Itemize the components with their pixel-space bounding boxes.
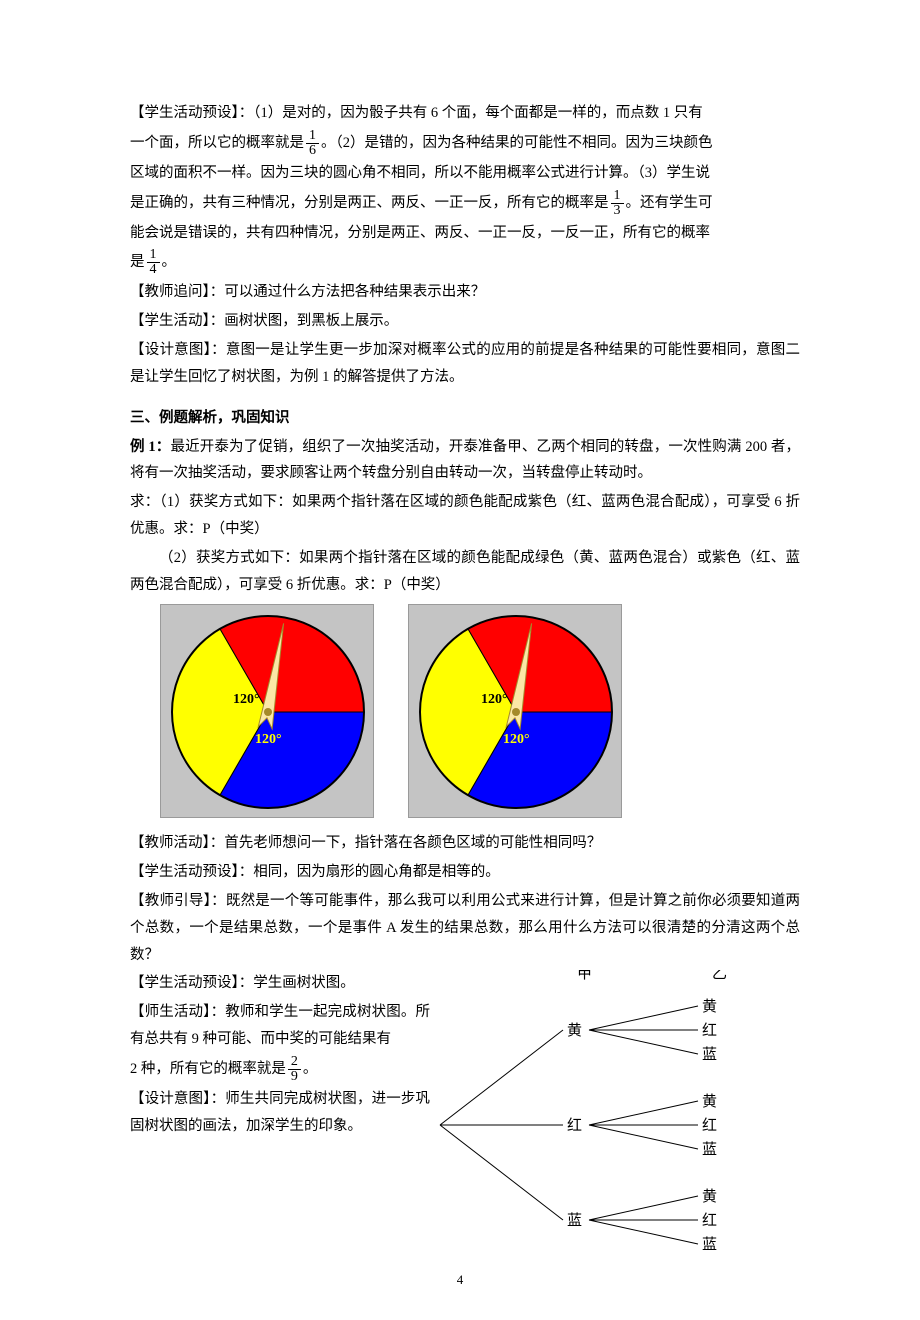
frac-2-9: 29: [288, 1055, 301, 1084]
para-design-intent-2: 【设计意图】：师生共同完成树状图，进一步巩固树状图的画法，加深学生的印象。: [130, 1086, 430, 1140]
para-teacher-activity: 【教师活动】：首先老师想问一下，指针落在各颜色区域的可能性相同吗？: [130, 830, 800, 857]
frac-1-6: 16: [306, 129, 319, 158]
para-teacher-ask: 【教师追问】：可以通过什么方法把各种结果表示出来？: [130, 279, 800, 306]
p1f-post: 。: [162, 254, 177, 270]
svg-text:甲: 甲: [577, 970, 592, 982]
p10-post: 。: [303, 1061, 318, 1077]
para-teacher-student: 【师生活动】：教师和学生一起完成树状图。所有总共有 9 种可能、而中奖的可能结果…: [130, 999, 430, 1053]
svg-text:120°: 120°: [279, 692, 306, 707]
example-1: 例 1：最近开泰为了促销，组织了一次抽奖活动，开泰准备甲、乙两个相同的转盘，一次…: [130, 434, 800, 488]
svg-text:乙: 乙: [712, 970, 727, 982]
bottom-row: 【学生活动预设】：学生画树状图。 【师生活动】：教师和学生一起完成树状图。所有总…: [130, 970, 800, 1280]
para-teacher-guide: 【教师引导】：既然是一个等可能事件，那么我可以利用公式来进行计算，但是计算之前你…: [130, 888, 800, 968]
para-student1b: 一个面，所以它的概率就是16。（2）是错的，因为各种结果的可能性不相同。因为三块…: [130, 129, 800, 158]
pie-svg-1: 120° 120° 120°: [161, 605, 373, 817]
p10-pre: 2 种，所有它的概率就是: [130, 1061, 286, 1077]
svg-text:红: 红: [567, 1117, 582, 1134]
example-1-label: 例 1：: [130, 439, 170, 455]
para-student1e: 能会说是错误的，共有四种情况，分别是两正、两反、一正一反，一反一正，所有它的概率: [130, 220, 800, 247]
para-student-preset-3: 【学生活动预设】：学生画树状图。: [130, 970, 430, 997]
bottom-left-text: 【学生活动预设】：学生画树状图。 【师生活动】：教师和学生一起完成树状图。所有总…: [130, 970, 430, 1141]
p1d-pre: 是正确的，共有三种情况，分别是两正、两反、一正一反，所有它的概率是: [130, 194, 609, 210]
svg-text:蓝: 蓝: [702, 1141, 717, 1158]
para-prob-result: 2 种，所有它的概率就是29。: [130, 1055, 430, 1084]
tree-diagram-container: 甲乙黄黄红蓝红黄红蓝蓝黄红蓝: [430, 970, 800, 1280]
svg-text:黄: 黄: [702, 998, 717, 1015]
para-student1a: 【学生活动预设】：（1）是对的，因为骰子共有 6 个面，每个面都是一样的，而点数…: [130, 100, 800, 127]
svg-text:蓝: 蓝: [567, 1212, 582, 1229]
svg-text:蓝: 蓝: [702, 1046, 717, 1063]
frac-1-4: 14: [147, 248, 160, 277]
example-1-q1: 求：（1）获奖方式如下：如果两个指针落在区域的颜色能配成紫色（红、蓝两色混合配成…: [130, 489, 800, 543]
para-student-preset-2: 【学生活动预设】：相同，因为扇形的圆心角都是相等的。: [130, 859, 800, 886]
para-design-intent-1: 【设计意图】：意图一是让学生更一步加深对概率公式的应用的前提是各种结果的可能性要…: [130, 337, 800, 391]
pie-svg-2: 120° 120° 120°: [409, 605, 621, 817]
svg-text:红: 红: [702, 1212, 717, 1229]
pie-chart-yi: 120° 120° 120°: [408, 604, 622, 818]
p1b-pre: 一个面，所以它的概率就是: [130, 135, 304, 151]
page-number: 4: [0, 1268, 920, 1292]
svg-text:红: 红: [702, 1022, 717, 1039]
example-1-text: 最近开泰为了促销，组织了一次抽奖活动，开泰准备甲、乙两个相同的转盘，一次性购满 …: [130, 439, 800, 482]
svg-text:120°: 120°: [255, 732, 282, 747]
svg-text:黄: 黄: [567, 1022, 582, 1039]
frac-1-3: 13: [611, 189, 624, 218]
page: 【学生活动预设】：（1）是对的，因为骰子共有 6 个面，每个面都是一样的，而点数…: [0, 0, 920, 1320]
para-student-act: 【学生活动】：画树状图，到黑板上展示。: [130, 308, 800, 335]
example-1-q2: （2）获奖方式如下：如果两个指针落在区域的颜色能配成绿色（黄、蓝两色混合）或紫色…: [130, 545, 800, 599]
svg-text:120°: 120°: [481, 692, 508, 707]
para-student1d: 是正确的，共有三种情况，分别是两正、两反、一正一反，所有它的概率是13。还有学生…: [130, 189, 800, 218]
para-student1c: 区域的面积不一样。因为三块的圆心角不相同，所以不能用概率公式进行计算。（3）学生…: [130, 160, 800, 187]
tree-svg: 甲乙黄黄红蓝红黄红蓝蓝黄红蓝: [430, 970, 790, 1270]
pie-chart-jia: 120° 120° 120°: [160, 604, 374, 818]
svg-text:黄: 黄: [702, 1188, 717, 1205]
svg-text:红: 红: [702, 1117, 717, 1134]
p1b-post: 。（2）是错的，因为各种结果的可能性不相同。因为三块颜色: [321, 135, 713, 151]
p1f-pre: 是: [130, 254, 145, 270]
svg-text:120°: 120°: [527, 692, 554, 707]
svg-text:蓝: 蓝: [702, 1236, 717, 1253]
p1d-post: 。还有学生可: [626, 194, 713, 210]
para-student1f: 是14。: [130, 248, 800, 277]
svg-text:120°: 120°: [503, 732, 530, 747]
svg-text:120°: 120°: [233, 692, 260, 707]
pie-charts-row: 120° 120° 120° 120° 120° 120°: [160, 604, 800, 818]
svg-text:黄: 黄: [702, 1093, 717, 1110]
section-3-title: 三、例题解析，巩固知识: [130, 405, 800, 432]
